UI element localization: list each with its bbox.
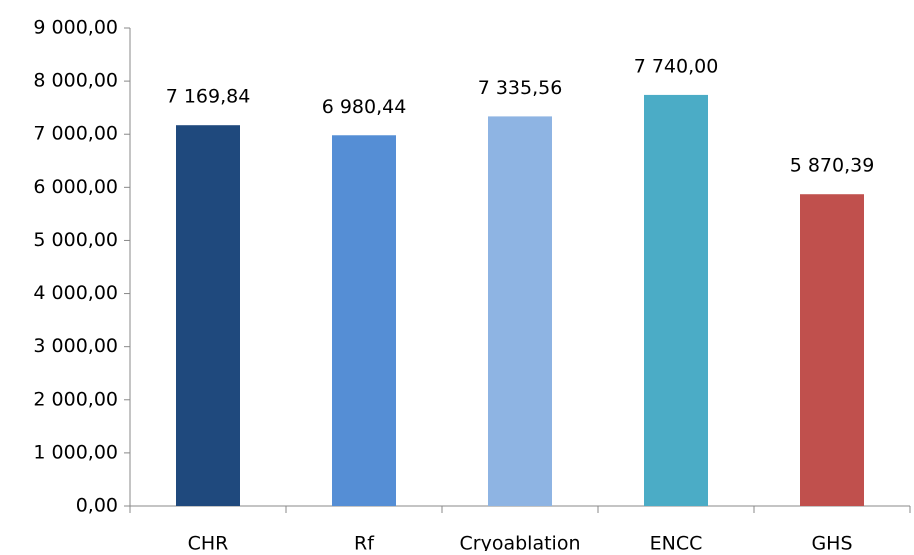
y-tick-label: 5 000,00: [33, 229, 118, 251]
x-tick-label: ENCC: [650, 533, 703, 552]
bar: [488, 116, 552, 506]
y-tick-label: 8 000,00: [33, 70, 118, 92]
bar: [176, 125, 240, 506]
y-tick-label: 0,00: [76, 495, 118, 517]
value-label: 7 740,00: [634, 55, 719, 77]
y-tick-label: 1 000,00: [33, 441, 118, 463]
value-label: 7 335,56: [478, 77, 563, 99]
y-tick-label: 7 000,00: [33, 123, 118, 145]
value-label: 6 980,44: [322, 96, 407, 118]
bar: [332, 135, 396, 506]
x-tick-label: CHR: [188, 533, 229, 552]
bar: [800, 194, 864, 506]
value-label: 7 169,84: [166, 86, 251, 108]
y-tick-label: 3 000,00: [33, 335, 118, 357]
y-tick-label: 4 000,00: [33, 282, 118, 304]
bar: [644, 94, 708, 507]
x-tick-label: Rf: [354, 533, 375, 552]
value-label: 5 870,39: [790, 155, 875, 177]
y-tick-label: 9 000,00: [33, 17, 118, 39]
x-tick-label: Cryoablation: [460, 533, 581, 552]
y-tick-label: 2 000,00: [33, 388, 118, 410]
x-tick-label: GHS: [811, 533, 852, 552]
y-tick-label: 6 000,00: [33, 176, 118, 198]
